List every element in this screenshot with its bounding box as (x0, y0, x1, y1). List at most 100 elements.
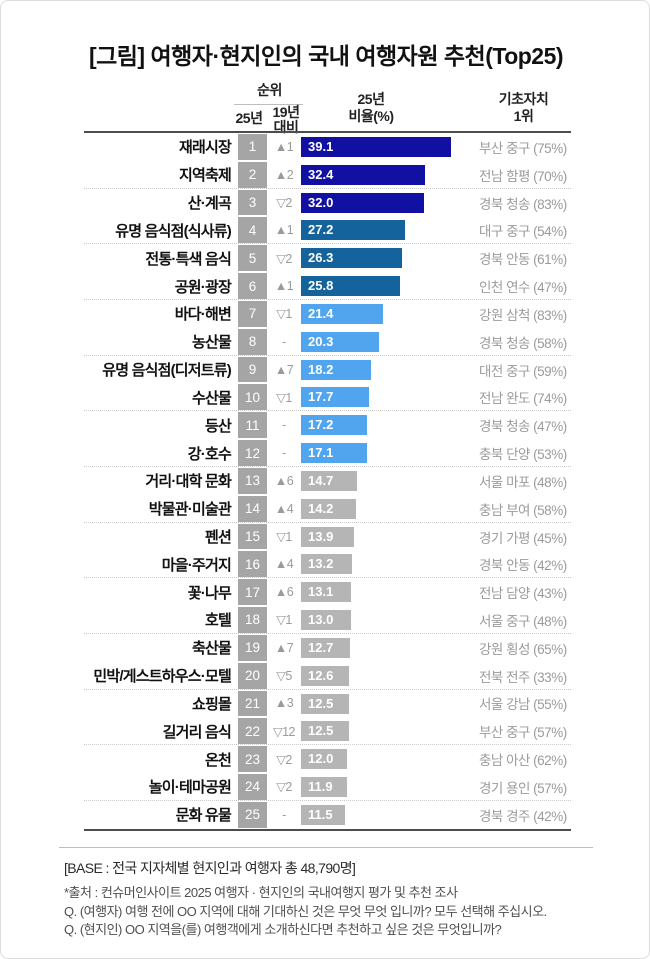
table-row: 놀이·테마공원 24 ▽2 11.9 경기 용인 (57%) (1, 773, 649, 801)
rank-change-indicator: ▲1 (274, 223, 294, 238)
col-header-value-line2: 비율(%) (348, 108, 394, 124)
rank-badge: 1 (238, 134, 267, 160)
table-row: 유명 음식점(식사류) 4 ▲1 27.2 대구 중구 (54%) (1, 216, 649, 245)
table-top-rule (84, 131, 571, 133)
rank-badge: 19 (238, 634, 267, 661)
rank-badge: 5 (238, 245, 267, 272)
value-bar: 27.2 (301, 220, 405, 241)
table-row: 온천 23 ▽2 12.0 충남 아산 (62%) (1, 745, 649, 773)
top-region-label: 강원 삼척 (83%) (479, 307, 567, 323)
rank-change-indicator: ▽2 (276, 780, 292, 795)
value-bar: 14.2 (301, 498, 356, 519)
table-row: 쇼핑몰 21 ▲3 12.5 서울 강남 (55%) (1, 690, 649, 718)
rank-badge: 15 (238, 523, 267, 550)
category-label: 바다·해변 (174, 306, 232, 324)
rank-change-indicator: ▽1 (276, 390, 292, 405)
table-row: 꽃·나무 17 ▲6 13.1 전남 담양 (43%) (1, 578, 649, 606)
rank-change-indicator: ▲1 (274, 279, 294, 294)
table-row: 문화 유물 25-11.5 경북 경주 (42%) (1, 801, 649, 829)
top-region-label: 강원 횡성 (65%) (479, 641, 567, 657)
rank-change-indicator: ▲7 (274, 640, 294, 655)
category-label: 거리·대학 문화 (145, 473, 231, 491)
table-row: 공원·광장 6 ▲1 25.8 인천 연수 (47%) (1, 272, 649, 300)
table-row: 박물관·미술관 14 ▲4 14.2 충남 부여 (58%) (1, 495, 649, 523)
category-label: 지역축제 (178, 167, 232, 185)
table-row: 재래시장 1 ▲1 39.1 부산 중구 (75%) (1, 133, 649, 161)
rank-badge: 21 (238, 690, 267, 717)
category-label: 박물관·미술관 (148, 501, 232, 519)
top-region-label: 서울 마포 (48%) (479, 474, 567, 490)
rank-badge: 6 (238, 273, 267, 299)
rank-badge: 25 (238, 801, 267, 828)
table-row: 전통·특색 음식 5 ▽2 26.3 경북 안동 (61%) (1, 244, 649, 272)
col-header-region-line1: 기초자치 (498, 91, 549, 107)
source-note: *출처 : 컨슈머인사이트 2025 여행자 · 현지인의 국내여행지 평가 및… (64, 885, 458, 900)
footnotes: *출처 : 컨슈머인사이트 2025 여행자 · 현지인의 국내여행지 평가 및… (64, 884, 547, 940)
category-label: 강·호수 (187, 445, 232, 463)
table-row: 마을·주거지 16 ▲4 13.2 경북 안동 (42%) (1, 550, 649, 579)
rank-change-indicator: ▲4 (274, 501, 294, 516)
value-bar: 26.3 (301, 248, 402, 269)
value-bar: 11.9 (301, 777, 347, 798)
table-row: 거리·대학 문화 13 ▲6 14.7 서울 마포 (48%) (1, 467, 649, 495)
col-header-value-line1: 25년 (357, 91, 385, 107)
top-region-label: 대전 중구 (59%) (479, 363, 567, 379)
top-region-label: 경기 가평 (45%) (479, 530, 567, 546)
value-bar: 12.6 (301, 665, 349, 686)
category-label: 농산물 (191, 334, 232, 352)
category-label: 등산 (204, 417, 232, 435)
top-region-label: 충북 단양 (53%) (479, 447, 567, 463)
rank-change-indicator: ▽1 (276, 613, 292, 628)
rank-badge: 2 (238, 161, 267, 188)
top-region-label: 경북 안동 (42%) (479, 558, 567, 574)
rank-badge: 4 (238, 217, 267, 244)
value-bar: 12.0 (301, 749, 347, 770)
value-bar: 13.1 (301, 582, 351, 603)
rank-change-indicator: ▽1 (276, 530, 292, 544)
category-label: 놀이·테마공원 (148, 779, 232, 797)
category-label: 펜션 (204, 529, 232, 546)
top-region-label: 전북 전주 (33%) (479, 669, 567, 685)
table-row: 농산물 8-20.3 경북 청송 (58%) (1, 328, 649, 356)
rank-change-indicator: ▲2 (274, 167, 294, 182)
table-row: 수산물 10 ▽1 17.7 전남 완도 (74%) (1, 383, 649, 412)
rank-change-indicator: ▲6 (274, 473, 294, 488)
top-region-label: 부산 중구 (57%) (479, 725, 567, 741)
rank-badge: 24 (238, 774, 267, 800)
rank-change-indicator: ▽2 (276, 196, 292, 211)
rank-badge: 8 (238, 328, 267, 355)
table-row: 길거리 음식 22 ▽12 12.5 부산 중구 (57%) (1, 717, 649, 746)
value-bar: 14.7 (301, 470, 357, 491)
question-local: Q. (현지인) OO 지역을(를) 여행객에게 소개하신다면 추천하고 싶은 … (64, 922, 502, 937)
value-bar: 13.9 (301, 526, 354, 547)
col-header-rank-group: 순위 (257, 82, 282, 98)
col-header-rank-change: 19년 대비 (268, 105, 304, 135)
rank-change-indicator: - (282, 446, 286, 461)
top-region-label: 경기 용인 (57%) (479, 780, 567, 796)
col-header-value: 25년 비율(%) (316, 91, 426, 125)
top-region-label: 전남 담양 (43%) (479, 586, 567, 602)
rank-change-indicator: - (282, 334, 286, 349)
category-label: 산·계곡 (187, 195, 232, 213)
rank-badge: 23 (238, 746, 267, 773)
value-bar: 18.2 (301, 359, 371, 380)
top-region-label: 전남 완도 (74%) (479, 391, 567, 407)
rank-change-indicator: ▲4 (274, 557, 294, 572)
rank-change-indicator: ▲3 (274, 696, 294, 711)
table-row: 지역축제 2 ▲2 32.4 전남 함평 (70%) (1, 161, 649, 189)
category-label: 쇼핑몰 (191, 695, 232, 713)
col-header-rank-change-line1: 19년 (272, 104, 300, 120)
question-traveler: Q. (여행자) 여행 전에 OO 지역에 대해 기대하신 것은 무엇 무엇 입… (64, 903, 547, 919)
category-label: 민박/게스트하우스·모텔 (93, 668, 231, 686)
category-label: 재래시장 (178, 139, 232, 157)
table-row: 호텔 18 ▽1 13.0 서울 중구 (48%) (1, 606, 649, 634)
value-bar: 12.5 (301, 693, 349, 714)
rank-change-indicator: ▽12 (272, 724, 296, 739)
table-row: 등산 11-17.2 경북 청송 (47%) (1, 411, 649, 439)
top-region-label: 충남 부여 (58%) (479, 502, 567, 518)
rank-badge: 3 (238, 189, 267, 216)
rank-badge: 14 (238, 495, 267, 522)
top-region-label: 경북 청송 (83%) (479, 196, 567, 212)
value-bar: 21.4 (301, 303, 383, 324)
